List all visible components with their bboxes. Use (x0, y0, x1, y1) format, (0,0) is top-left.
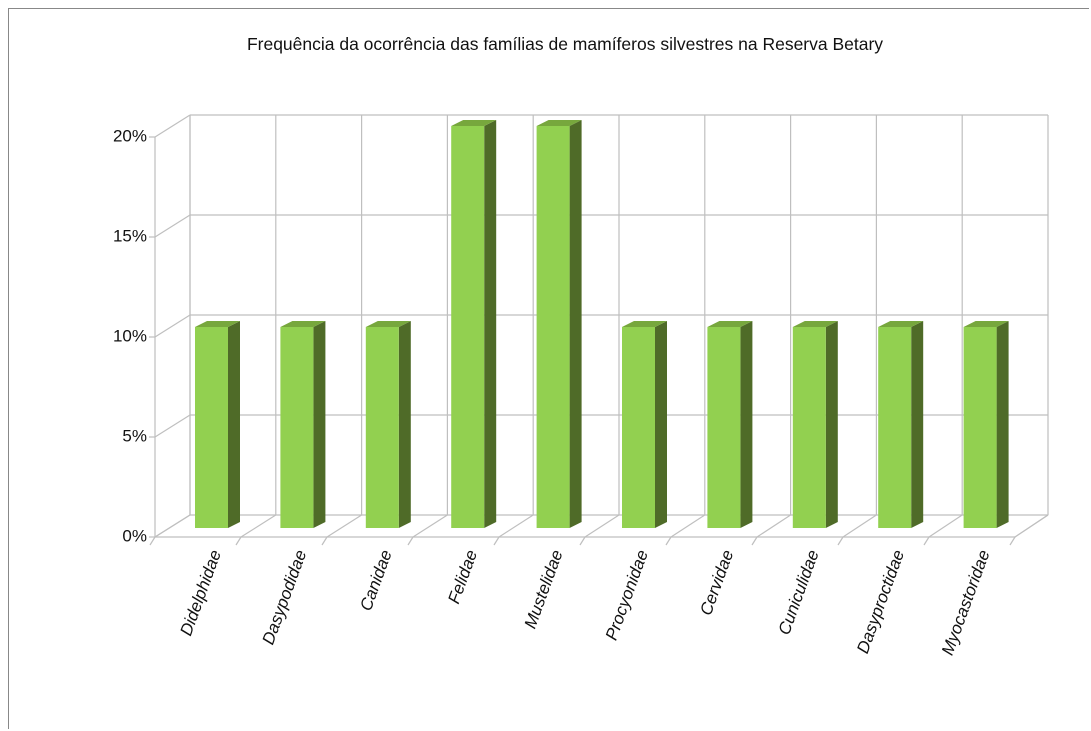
y-tick-label: 5% (122, 426, 147, 445)
bar-top (365, 321, 411, 327)
bar-front (536, 126, 570, 528)
bar (195, 321, 240, 528)
x-tick (321, 536, 328, 546)
side-grid-line (154, 314, 191, 338)
x-tick-label: Cuniculidae (775, 547, 823, 637)
x-tick (1009, 536, 1016, 546)
bar (622, 321, 667, 528)
bar-top (963, 321, 1009, 327)
bar-top (878, 321, 924, 327)
bar-top (280, 321, 326, 327)
x-tick-label: Felidae (444, 547, 481, 606)
bar-front (365, 327, 399, 528)
bar (792, 321, 838, 528)
x-tick-label: Myocastoridae (938, 547, 994, 657)
bar-side (228, 321, 240, 528)
bar-side (655, 321, 667, 528)
bar-front (622, 327, 655, 528)
x-tick (923, 536, 930, 546)
floor-divider (498, 514, 534, 538)
y-tick-label: 10% (113, 326, 147, 345)
bar (878, 321, 924, 528)
bar-front (707, 327, 741, 528)
bar (280, 321, 326, 528)
bar-side (484, 120, 497, 528)
x-tick-label: Dasyproctidae (853, 547, 908, 656)
x-tick (235, 536, 242, 546)
y-tick-label: 0% (122, 526, 147, 545)
bar (365, 321, 411, 528)
floor-divider (842, 514, 877, 538)
bar-side (740, 321, 753, 528)
bar-side (996, 321, 1009, 528)
bar-front (195, 327, 228, 528)
x-tick (493, 536, 500, 546)
x-tick (751, 536, 758, 546)
side-grid-line (154, 114, 191, 138)
bar-top (622, 321, 667, 327)
x-tick-label: Cervidae (696, 547, 737, 617)
floor-divider (240, 514, 277, 538)
x-tick (837, 536, 844, 546)
bar-front (280, 327, 314, 528)
bar-front (792, 327, 826, 528)
bar-front (878, 327, 912, 528)
x-tick-label: Didelphidae (176, 547, 225, 638)
bar-top (792, 321, 838, 327)
x-tick-label: Canidae (356, 547, 396, 613)
x-tick (579, 536, 586, 546)
x-tick-label: Procyonidae (602, 547, 652, 642)
floor-divider (584, 514, 620, 538)
bar-top (707, 321, 753, 327)
chart-frame (8, 8, 1089, 729)
y-tick-label: 15% (113, 226, 147, 245)
chart-title: Frequência da ocorrência das famílias de… (246, 34, 884, 54)
floor-divider (670, 514, 706, 538)
bar (536, 120, 582, 528)
bar-side (569, 120, 582, 528)
floor-divider (412, 514, 448, 538)
floor-divider (1014, 514, 1049, 538)
side-grid-line (154, 214, 191, 238)
y-tick-label: 20% (113, 126, 147, 145)
side-grid-line (154, 414, 191, 438)
x-tick (149, 536, 156, 546)
bar-top (195, 321, 240, 327)
x-tick (665, 536, 672, 546)
x-tick-label: Mustelidae (521, 547, 567, 631)
bar-top (451, 120, 497, 126)
bar-top (536, 120, 582, 126)
floor-divider (756, 514, 791, 538)
floor-divider (154, 514, 191, 538)
bar (451, 120, 497, 528)
floor-divider (326, 514, 362, 538)
bar-side (313, 321, 326, 528)
bar (963, 321, 1009, 528)
bar-front (963, 327, 997, 528)
bar-side (825, 321, 838, 528)
bar-side (911, 321, 924, 528)
bar-front (451, 126, 485, 528)
x-tick (407, 536, 414, 546)
floor-divider (928, 514, 963, 538)
x-tick-label: Dasypodidae (259, 547, 311, 647)
bar-side (398, 321, 411, 528)
bar (707, 321, 753, 528)
